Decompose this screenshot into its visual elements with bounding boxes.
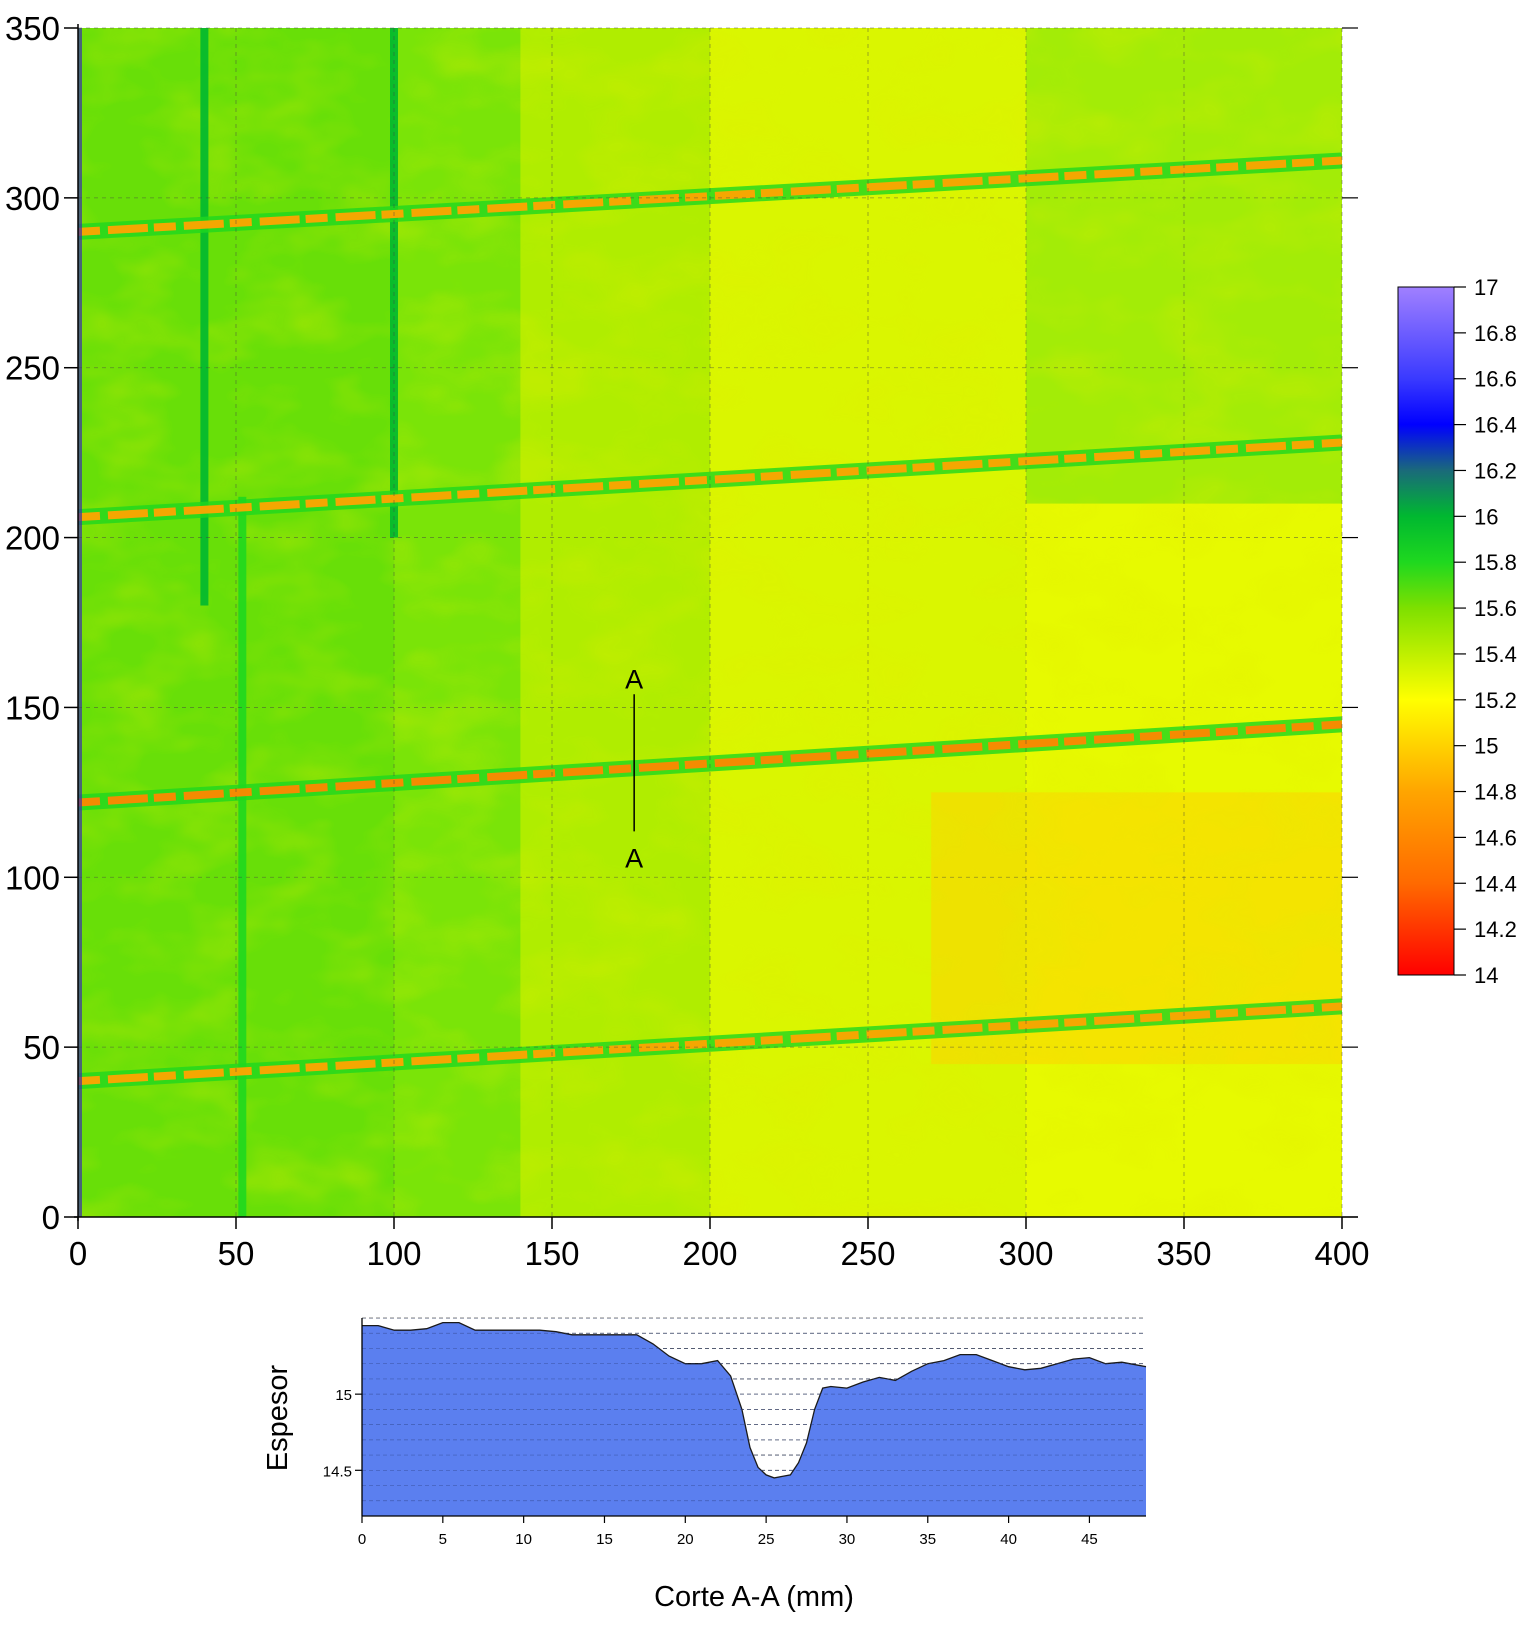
profile-line xyxy=(362,1321,1147,1479)
profile-x-tick-label: 25 xyxy=(758,1531,775,1548)
profile-x-axis-label: Corte A-A (mm) xyxy=(654,1581,854,1613)
heatmap-x-tick-label: 0 xyxy=(69,1235,87,1272)
heatmap-y-tick-label: 50 xyxy=(23,1029,60,1066)
colorbar-tick-label: 14.4 xyxy=(1474,871,1517,896)
colorbar-tick-label: 16.8 xyxy=(1474,321,1517,346)
colorbar-tick-label: 16 xyxy=(1474,504,1498,529)
heatmap-x-tick-label: 100 xyxy=(366,1235,421,1272)
heatmap-x-tick-label: 50 xyxy=(218,1235,255,1272)
vertical-seam xyxy=(238,496,247,1217)
colorbar-tick-label: 14.6 xyxy=(1474,825,1517,850)
colorbar-tick-label: 14 xyxy=(1474,963,1498,988)
heatmap-y-tick-label: 350 xyxy=(5,10,60,47)
colorbar-tick-label: 15.4 xyxy=(1474,642,1517,667)
profile-x-tick-label: 0 xyxy=(358,1531,366,1548)
left-edge-strip xyxy=(78,28,82,1217)
colorbar-tick-label: 16.6 xyxy=(1474,367,1517,392)
heatmap-x-tick-label: 150 xyxy=(524,1235,579,1272)
profile-x-tick-label: 35 xyxy=(919,1531,936,1548)
profile-x-tick-label: 45 xyxy=(1081,1531,1098,1548)
profile-chart: 0 5 10 15 20 25 30 35 40 45 15 14.5 Corte A-A (mm) Es… xyxy=(262,1317,1147,1613)
profile-x-tick-label: 10 xyxy=(515,1531,532,1548)
heatmap-y-tick-label: 0 xyxy=(42,1199,60,1236)
colorbar-tick-label: 14.8 xyxy=(1474,780,1517,805)
vertical-seam xyxy=(200,28,209,606)
profile-x-tick-label: 15 xyxy=(596,1531,613,1548)
colorbar-tick-label: 16.4 xyxy=(1474,413,1517,438)
colorbar-scale xyxy=(1397,286,1455,976)
weld-line xyxy=(78,156,1342,236)
heatmap-y-tick-label: 100 xyxy=(5,859,60,896)
section-label-top: A xyxy=(625,664,643,694)
colorbar-tick-label: 14.2 xyxy=(1474,917,1517,942)
heatmap-x-tick-label: 350 xyxy=(1156,1235,1211,1272)
heatmap-x-tick-label: 300 xyxy=(998,1235,1053,1272)
heatmap-y-tick-label: 250 xyxy=(5,350,60,387)
weld-line xyxy=(78,438,1342,522)
profile-x-tick-label: 20 xyxy=(677,1531,694,1548)
vertical-seam xyxy=(390,28,398,538)
thickness-heatmap: 0 50 100 150 200 250 300 350 400 0 50 100 150 200 250 3… xyxy=(5,10,1370,1272)
profile-y-tick-label: 14.5 xyxy=(323,1463,352,1480)
colorbar-tick-label: 15.6 xyxy=(1474,596,1517,621)
heatmap-y-tick-label: 200 xyxy=(5,520,60,557)
profile-y-tick-label: 15 xyxy=(335,1387,352,1404)
profile-area xyxy=(362,1322,1146,1516)
heatmap-field xyxy=(78,28,1342,1217)
section-label-bottom: A xyxy=(625,843,643,873)
weld-line xyxy=(78,1002,1342,1086)
colorbar-tick-label: 16.2 xyxy=(1474,458,1517,483)
colorbar-tick-label: 15.2 xyxy=(1474,688,1517,713)
profile-y-axis-label: Espesor xyxy=(262,1364,294,1471)
profile-x-tick-label: 5 xyxy=(439,1531,447,1548)
colorbar-tick-label: 15 xyxy=(1474,734,1498,759)
profile-x-tick-label: 40 xyxy=(1000,1531,1017,1548)
weld-line xyxy=(78,720,1342,807)
colorbar-tick-label: 15.8 xyxy=(1474,550,1517,575)
colorbar-tick-label: 17 xyxy=(1474,275,1498,300)
heatmap-x-tick-label: 200 xyxy=(682,1235,737,1272)
colorbar: 17 16.8 16.6 16.4 16.2 16 15.8 15.6 15.4 15.2 15 14… xyxy=(1397,275,1517,988)
heatmap-x-tick-label: 400 xyxy=(1314,1235,1369,1272)
profile-x-tick-label: 30 xyxy=(839,1531,856,1548)
heatmap-y-tick-label: 300 xyxy=(5,180,60,217)
heatmap-x-tick-label: 250 xyxy=(840,1235,895,1272)
heatmap-y-tick-label: 150 xyxy=(5,689,60,726)
